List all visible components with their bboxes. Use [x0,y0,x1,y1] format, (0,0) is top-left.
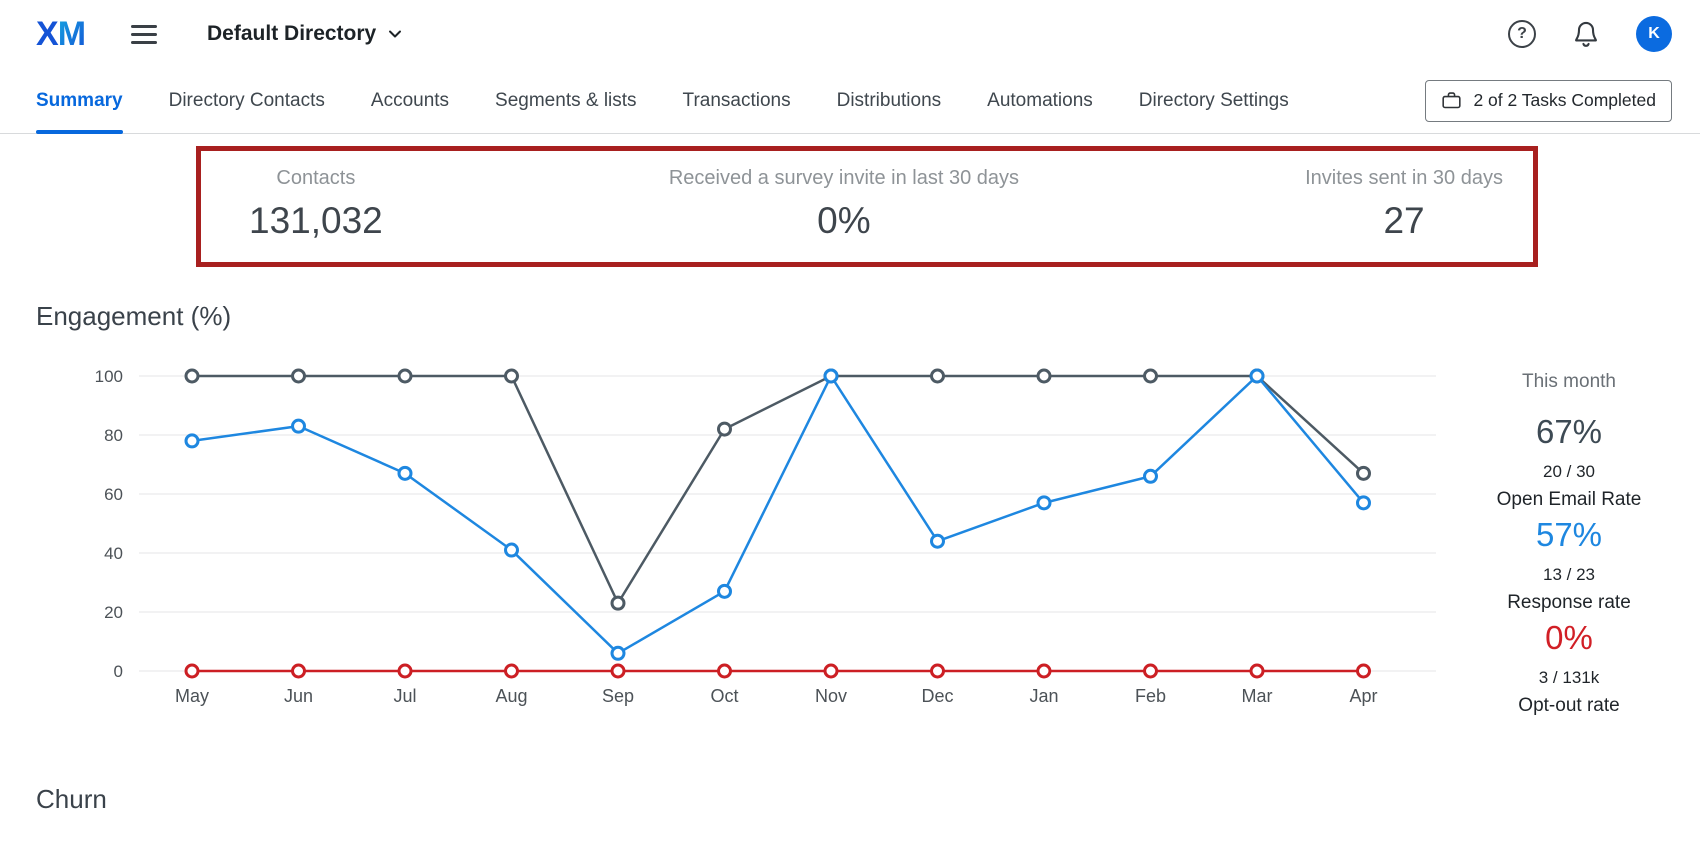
tab-accounts[interactable]: Accounts [370,89,450,111]
stat-survey-invite-label: Received a survey invite in last 30 days [668,167,1020,189]
stat-contacts-value: 131,032 [249,200,383,241]
directory-selector[interactable]: Default Directory [207,22,405,46]
this-month-panel: This month 67% 20 / 30 Open Email Rate 5… [1454,344,1684,724]
svg-text:20: 20 [104,603,123,622]
stat-invites-sent-value: 27 [1383,200,1425,241]
metric-response-rate: 57% 13 / 23 Response rate [1454,516,1684,614]
help-icon[interactable]: ? [1508,20,1536,48]
response-rate-fraction: 13 / 23 [1543,565,1595,584]
tab-transactions[interactable]: Transactions [682,89,791,111]
engagement-section-title: Engagement (%) [36,301,232,331]
stat-contacts-label: Contacts [276,167,356,189]
tab-directory-settings[interactable]: Directory Settings [1138,89,1289,111]
opt-out-rate-fraction: 3 / 131k [1538,668,1600,687]
tab-directory-contacts[interactable]: Directory Contacts [168,89,325,111]
briefcase-icon [1442,92,1462,109]
stat-survey-invite-30days: Received a survey invite in last 30 days… [669,167,1019,242]
open-email-rate-label: Open Email Rate [1496,489,1642,510]
svg-text:Jan: Jan [1029,686,1058,706]
stat-contacts: Contacts 131,032 [249,167,383,242]
opt-out-rate-value: 0% [1545,619,1593,656]
svg-text:Feb: Feb [1135,686,1166,706]
open-email-rate-fraction: 20 / 30 [1543,462,1595,481]
response-rate-label: Response rate [1507,592,1631,613]
opt-out-rate-label: Opt-out rate [1518,695,1620,716]
user-avatar[interactable]: K [1636,16,1672,52]
svg-text:Jul: Jul [393,686,416,706]
directory-stats-highlight-box: Contacts 131,032 Received a survey invit… [196,146,1538,267]
svg-text:Apr: Apr [1349,686,1377,706]
svg-text:40: 40 [104,544,123,563]
metric-open-email-rate: 67% 20 / 30 Open Email Rate [1454,413,1684,511]
svg-text:Mar: Mar [1242,686,1273,706]
tabs: Summary Directory Contacts Accounts Segm… [36,68,1289,134]
logo-letter-x: X [36,14,59,53]
stat-survey-invite-value: 0% [817,200,871,241]
response-rate-value: 57% [1535,516,1603,553]
tab-automations[interactable]: Automations [987,89,1093,111]
engagement-section: 0 20 40 60 80 100 May Jun Jul Aug Sep Oct Nov Dec Jan F… [0,344,1700,724]
svg-text:Dec: Dec [921,686,953,706]
top-bar-actions: ? K [1508,16,1672,52]
engagement-line-chart: 0 20 40 60 80 100 May Jun Jul Aug Sep Oct Nov Dec Jan F… [95,367,1436,706]
tab-bar: Summary Directory Contacts Accounts Segm… [0,68,1700,134]
svg-text:Nov: Nov [815,686,847,706]
chevron-down-icon [389,30,402,38]
stat-invites-sent-30days: Invites sent in 30 days 27 [1305,167,1503,242]
logo-letter-m: M [57,14,86,53]
tab-segments-lists[interactable]: Segments & lists [495,89,637,111]
svg-text:100: 100 [95,367,123,386]
svg-text:Oct: Oct [710,686,738,706]
notifications-bell-icon[interactable] [1572,20,1600,48]
svg-text:0: 0 [114,662,123,681]
churn-section-title: Churn [36,784,107,814]
svg-text:Sep: Sep [602,686,634,706]
directory-name: Default Directory [207,22,377,45]
metric-opt-out-rate: 0% 3 / 131k Opt-out rate [1454,619,1684,717]
tasks-completed-button[interactable]: 2 of 2 Tasks Completed [1425,79,1672,122]
svg-text:80: 80 [104,426,123,445]
hamburger-menu-icon[interactable] [131,24,158,44]
top-bar: X M Default Directory ? K [0,0,1700,68]
tab-distributions[interactable]: Distributions [836,89,942,111]
stat-invites-sent-label: Invites sent in 30 days [1305,167,1503,189]
xm-logo[interactable]: X M [36,14,86,54]
this-month-title: This month [1522,371,1616,392]
engagement-chart-area: 0 20 40 60 80 100 May Jun Jul Aug Sep Oct Nov Dec Jan F… [24,344,1454,724]
svg-text:May: May [175,686,209,706]
svg-text:60: 60 [104,485,123,504]
tab-summary[interactable]: Summary [36,68,123,134]
svg-text:Aug: Aug [495,686,527,706]
tasks-completed-label: 2 of 2 Tasks Completed [1473,90,1656,110]
open-email-rate-value: 67% [1535,413,1603,450]
svg-text:Jun: Jun [284,686,313,706]
